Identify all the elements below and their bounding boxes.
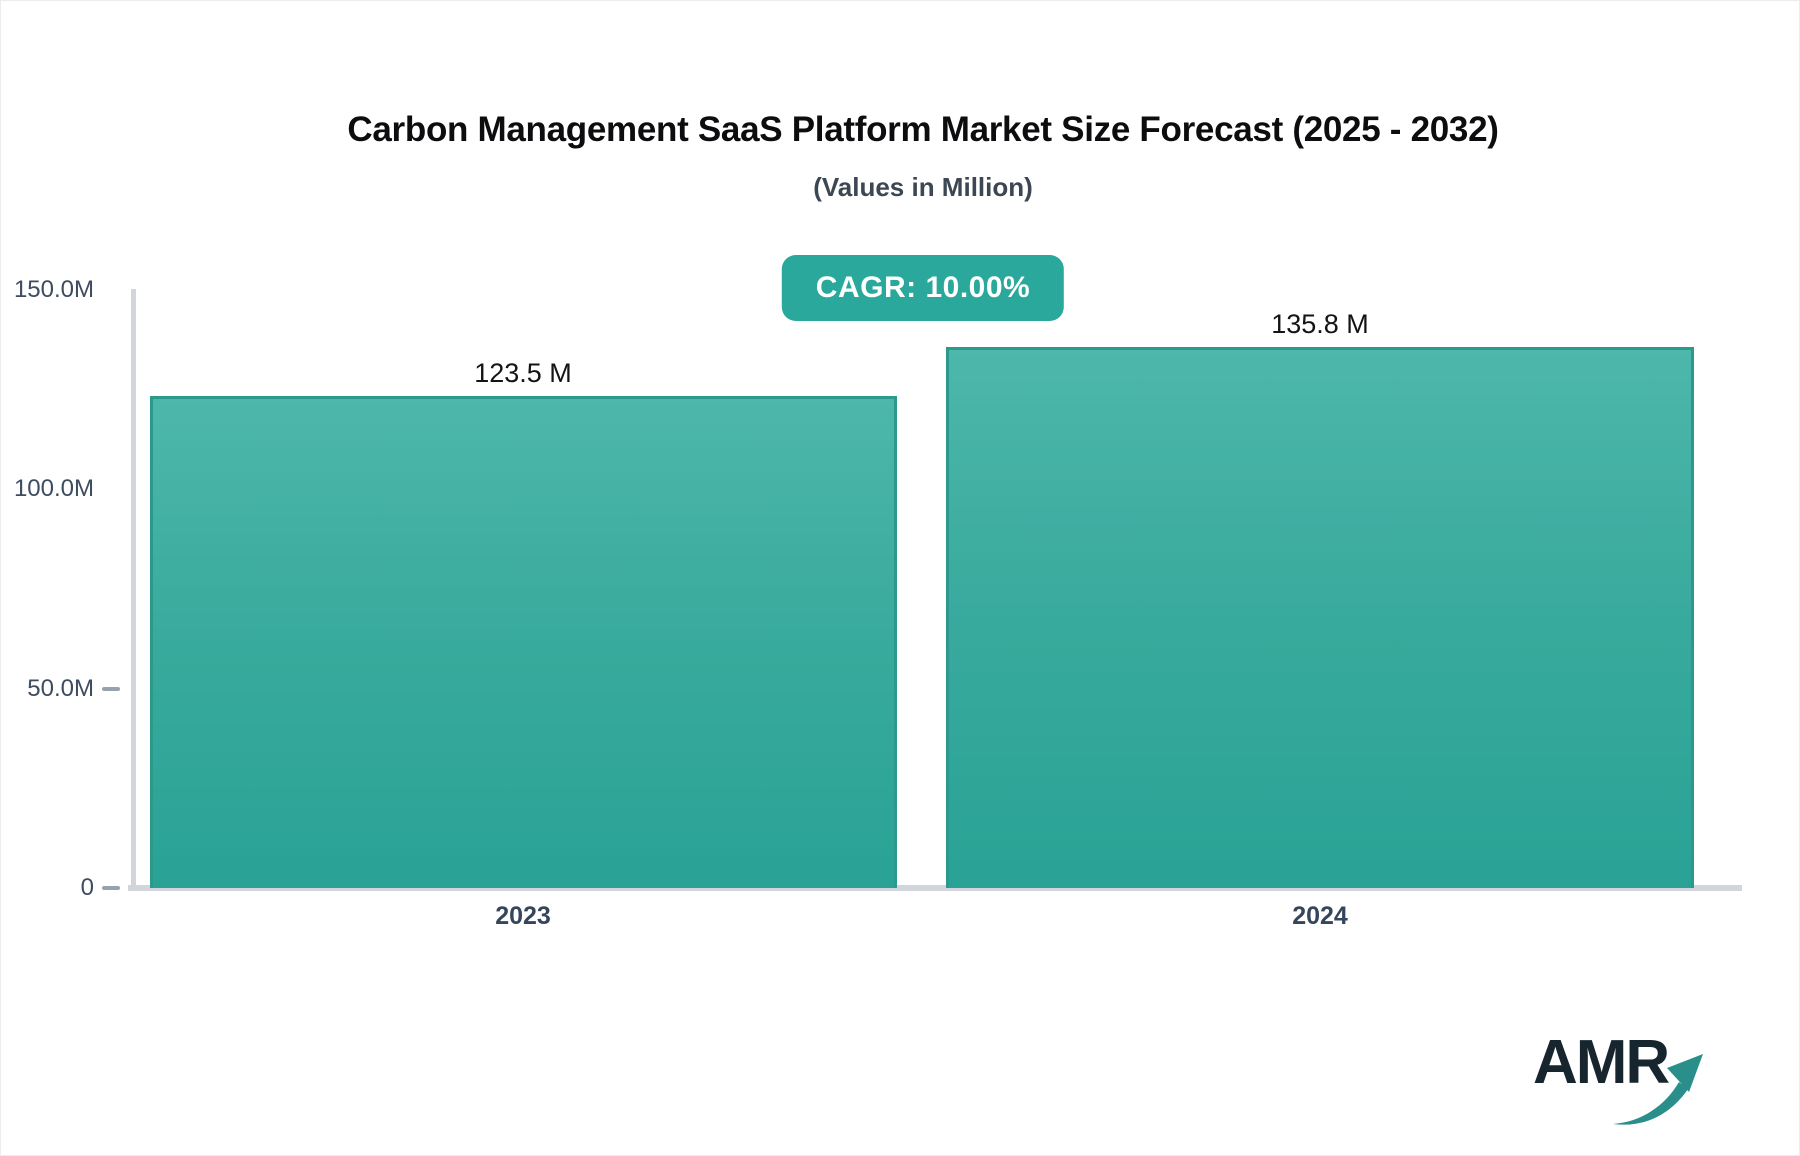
x-axis-line <box>128 885 1742 891</box>
x-axis-label-2024: 2024 <box>1292 902 1348 930</box>
y-tick-dash <box>102 686 120 691</box>
chart-title: Carbon Management SaaS Platform Market S… <box>347 110 1499 149</box>
y-tick: 150.0M <box>0 276 120 304</box>
bar-2024 <box>946 346 1694 888</box>
bar-value-label-2023: 123.5 M <box>474 357 572 388</box>
amr-logo: AMR <box>1533 1030 1713 1134</box>
y-tick-label: 50.0M <box>27 674 94 702</box>
bar-2023 <box>150 395 897 888</box>
y-tick: 50.0M <box>0 675 120 703</box>
y-tick-label: 150.0M <box>13 276 94 303</box>
bar-value-label-2024: 135.8 M <box>1271 308 1369 339</box>
amr-logo-text: AMR <box>1533 1028 1670 1097</box>
y-tick: 0 <box>0 874 120 902</box>
amr-logo-arrow-icon <box>1613 1054 1703 1125</box>
chart-subtitle: (Values in Million) <box>813 172 1033 202</box>
y-axis-line <box>131 289 136 889</box>
y-tick-label: 100.0M <box>13 475 94 503</box>
y-tick-dash <box>102 886 120 890</box>
cagr-badge: CAGR: 10.00% <box>781 255 1065 321</box>
y-tick: 100.0M <box>0 475 120 503</box>
x-axis-label-2023: 2023 <box>495 902 551 930</box>
y-tick-label: 0 <box>80 874 94 901</box>
